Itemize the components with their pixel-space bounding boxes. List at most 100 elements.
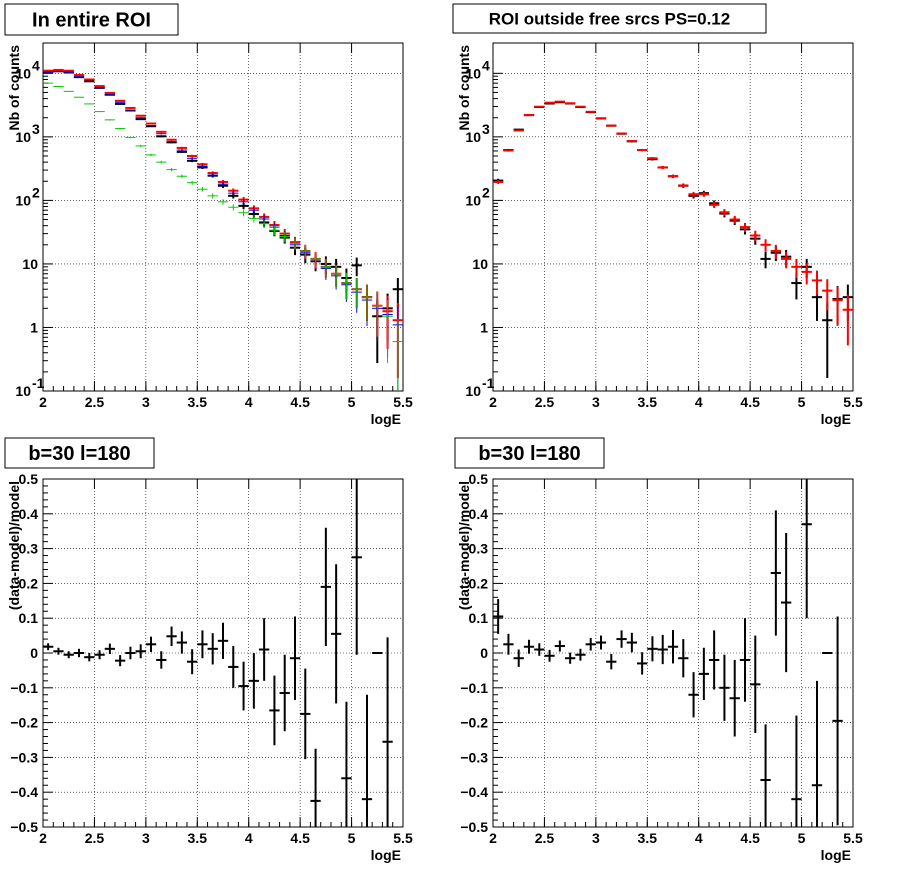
y-tick-label: −0.1 [460, 680, 488, 696]
y-tick-exponent: 3 [482, 121, 490, 137]
title-box [452, 3, 767, 34]
x-tick-label: 5 [348, 830, 356, 846]
x-tick-label: 2 [39, 394, 47, 410]
chart-title: b=30 l=180 [478, 443, 580, 465]
y-tick-exponent: 4 [32, 57, 40, 73]
y-tick-label: 10 [22, 256, 38, 272]
x-tick-label: 2.5 [85, 394, 105, 410]
x-tick-label: 3.5 [188, 394, 208, 410]
x-tick-label: 3 [592, 394, 600, 410]
x-tick-label: 5 [348, 394, 356, 410]
y-tick-label: 0.3 [469, 541, 489, 557]
data-series [43, 82, 403, 391]
y-tick-label: 10 [15, 383, 31, 399]
x-tick-label: 3 [142, 830, 150, 846]
y-tick-label: 10 [465, 383, 481, 399]
x-tick-label: 4.5 [290, 830, 310, 846]
x-tick-label: 3 [142, 394, 150, 410]
y-tick-label: 10 [465, 65, 481, 81]
y-tick-label: 0.4 [19, 506, 39, 522]
y-tick-exponent: 4 [482, 57, 490, 73]
chart-panel: 2 2.5 3 3.5 4 4.5 5 5.5 −0.5 −0.4 −0.3 −0.2 −0.1 0 0.1… [4, 437, 413, 863]
x-axis-label: logE [821, 411, 851, 427]
y-tick-label: −0.4 [10, 784, 38, 800]
data-series [493, 479, 843, 827]
y-tick-label: 0 [30, 645, 38, 661]
x-tick-label: 3 [592, 830, 600, 846]
chart-title: In entire ROI [32, 10, 151, 32]
y-tick-label: −0.3 [10, 749, 38, 765]
x-tick-label: 5.5 [843, 830, 863, 846]
x-tick-label: 5 [798, 830, 806, 846]
x-tick-label: 2 [489, 394, 497, 410]
x-tick-label: 4.5 [290, 394, 310, 410]
y-tick-label: 0.2 [469, 575, 489, 591]
chart-panel: 2 2.5 3 3.5 4 4.5 5 5.5 −0.5 −0.4 −0.3 −0.2 −0.1 0 0.1… [454, 437, 863, 863]
x-tick-label: 4 [695, 394, 703, 410]
title-box [4, 3, 179, 36]
y-tick-label: 1 [30, 319, 38, 335]
x-axis-label: logE [821, 847, 851, 863]
data-series [43, 479, 393, 827]
x-tick-label: 5.5 [393, 394, 413, 410]
y-tick-label: −0.5 [460, 819, 488, 835]
y-tick-label: −0.4 [460, 784, 488, 800]
plot-area [493, 479, 843, 827]
y-axis-label: (data-model)/model [6, 481, 22, 610]
y-tick-label: 0.5 [19, 471, 39, 487]
x-tick-label: 5.5 [843, 394, 863, 410]
x-axis-label: logE [371, 847, 401, 863]
y-tick-label: −0.1 [10, 680, 38, 696]
y-axis-label: Nb of counts [456, 45, 472, 131]
x-tick-label: 4 [245, 394, 253, 410]
plot-frame [492, 42, 854, 392]
y-tick-label: 0.1 [19, 610, 39, 626]
y-tick-exponent: -1 [32, 375, 45, 391]
x-axis-label: logE [371, 411, 401, 427]
plot-area [43, 479, 393, 827]
y-tick-label: 0.5 [469, 471, 489, 487]
title-box [454, 437, 605, 469]
x-tick-label: 3.5 [638, 830, 658, 846]
x-tick-label: 3.5 [638, 394, 658, 410]
x-tick-label: 4.5 [740, 394, 760, 410]
y-tick-label: 0.2 [19, 575, 39, 591]
y-tick-label: −0.2 [460, 715, 488, 731]
x-tick-label: 2.5 [535, 394, 555, 410]
y-axis-label: Nb of counts [6, 45, 22, 131]
x-tick-label: 5 [798, 394, 806, 410]
y-tick-label: 10 [465, 192, 481, 208]
plot-frame [42, 42, 404, 392]
y-tick-label: 10 [465, 129, 481, 145]
y-tick-label: 10 [472, 256, 488, 272]
chart-title: b=30 l=180 [28, 443, 130, 465]
x-tick-label: 4 [695, 830, 703, 846]
y-tick-label: 0.3 [19, 541, 39, 557]
y-tick-label: 0.4 [469, 506, 489, 522]
chart-title: ROI outside free srcs PS=0.12 [489, 10, 730, 29]
y-tick-label: −0.2 [10, 715, 38, 731]
y-tick-label: −0.3 [460, 749, 488, 765]
plot-area [493, 100, 853, 379]
x-tick-label: 2.5 [535, 830, 555, 846]
data-series [493, 100, 853, 346]
x-tick-label: 4.5 [740, 830, 760, 846]
y-tick-exponent: 3 [32, 121, 40, 137]
x-tick-label: 2 [489, 830, 497, 846]
y-tick-exponent: 2 [482, 184, 490, 200]
y-axis-label: (data-model)/model [456, 481, 472, 610]
x-tick-label: 2 [39, 830, 47, 846]
y-tick-label: −0.5 [10, 819, 38, 835]
y-tick-exponent: -1 [482, 375, 495, 391]
y-tick-label: 10 [15, 129, 31, 145]
x-tick-label: 2.5 [85, 830, 105, 846]
title-box [4, 437, 155, 469]
y-tick-exponent: 2 [32, 184, 40, 200]
y-tick-label: 10 [15, 65, 31, 81]
y-tick-label: 0.1 [469, 610, 489, 626]
y-tick-label: 10 [15, 192, 31, 208]
x-tick-label: 4 [245, 830, 253, 846]
